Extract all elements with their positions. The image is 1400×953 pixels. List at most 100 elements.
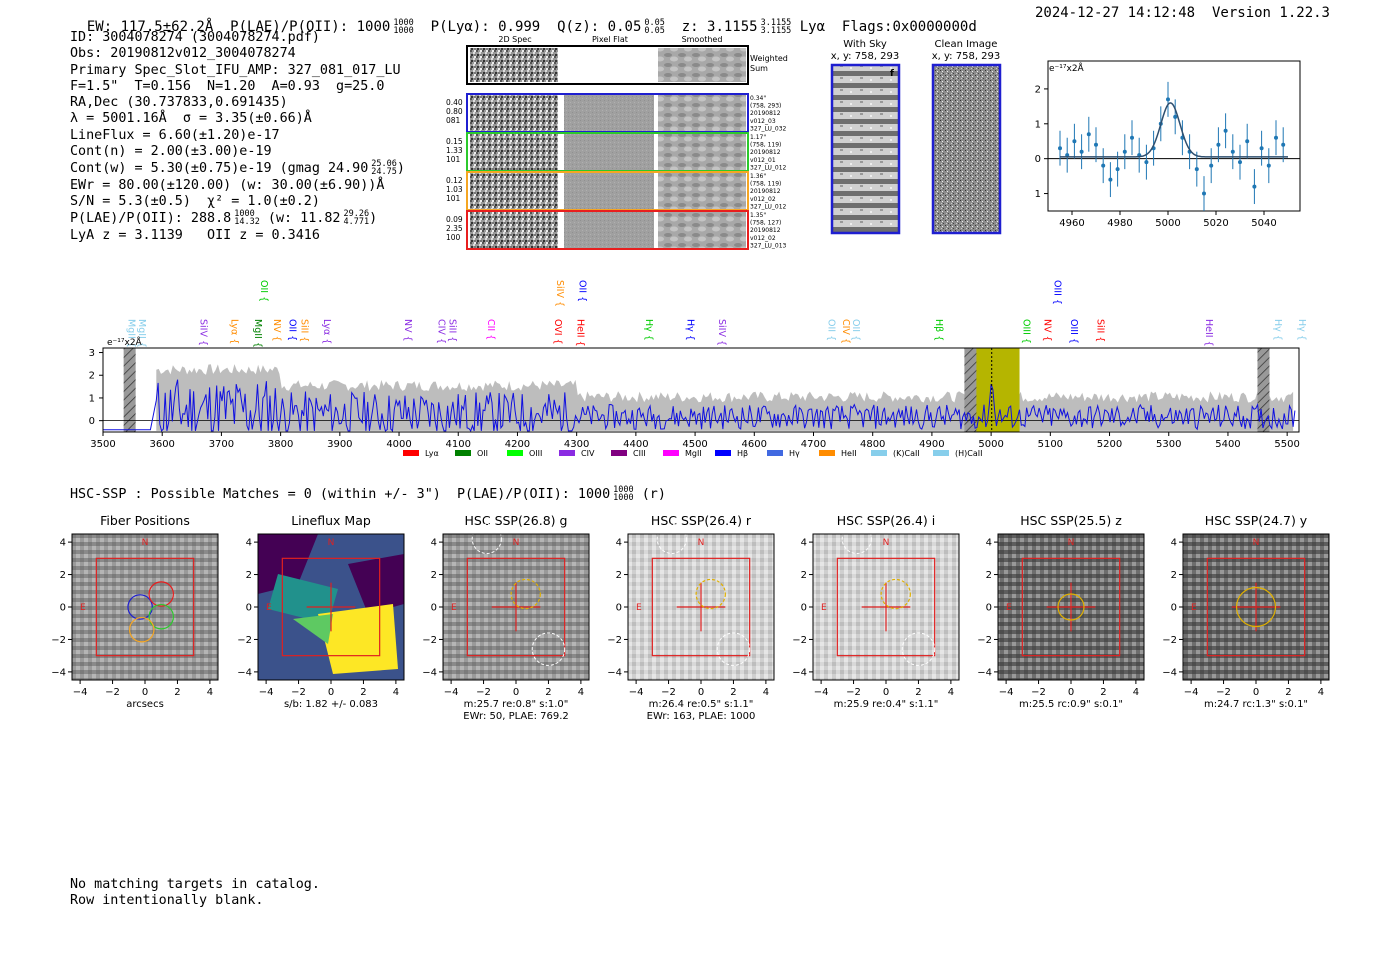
fit-point bbox=[1072, 139, 1077, 144]
legend-swatch bbox=[663, 450, 679, 456]
spec-hatch-bar bbox=[964, 348, 977, 432]
emission-line-label: OIII { bbox=[1021, 319, 1032, 344]
plya-value: P(Lyα): 0.999 bbox=[430, 19, 541, 35]
emission-line-label: MgII { bbox=[252, 319, 263, 348]
panel-ytick-label: 4 bbox=[246, 538, 252, 549]
north-label: N bbox=[328, 538, 335, 548]
fiber-info: 0.34" bbox=[750, 95, 766, 102]
fiber-info: 1.36" bbox=[750, 173, 766, 180]
legend-swatch bbox=[507, 450, 523, 456]
fiber-cutouts: 2D Spec Pixel Flat Smoothed Weighted Sum… bbox=[446, 35, 788, 250]
panel-caption: m:25.5 rc:0.9" s:0.1" bbox=[1019, 699, 1123, 710]
emission-line-label: NV { bbox=[271, 319, 282, 342]
panel-ytick-label: 2 bbox=[60, 570, 66, 581]
panel-xtick-label: 2 bbox=[360, 687, 366, 698]
imaging-panel: HSC SSP(26.4) r N E −4 −4 −2 −2 0 0 2 2 4 4 m:26.4 re… bbox=[607, 513, 775, 722]
fiber-2d bbox=[470, 134, 558, 170]
fiber-info: (758, 127) bbox=[750, 220, 781, 227]
fit-point bbox=[1245, 139, 1250, 144]
spectrum-legend: Lyα OII OIII CIV CIII MgII Hβ Hγ HeII (K)CaII (H)C… bbox=[403, 449, 982, 458]
north-label: N bbox=[883, 538, 890, 548]
panel-xtick-label: −2 bbox=[846, 687, 861, 698]
fiber-info: v012_02 bbox=[750, 235, 776, 242]
panel-xtick-label: 2 bbox=[1100, 687, 1106, 698]
legend-label: CIII bbox=[633, 449, 646, 458]
fit-point bbox=[1173, 114, 1178, 119]
fiber-weight-3: 081 bbox=[446, 116, 461, 125]
spec-xtick-label: 3700 bbox=[209, 439, 234, 450]
fit-point bbox=[1274, 135, 1278, 140]
fit-point bbox=[1166, 97, 1170, 102]
panel-xtick-label: 4 bbox=[948, 687, 954, 698]
lineflux-high bbox=[318, 604, 398, 674]
north-label: N bbox=[698, 538, 705, 548]
panel-xtick-label: −4 bbox=[444, 687, 459, 698]
panel-ytick-label: −4 bbox=[1162, 667, 1177, 678]
info-lyaz: LyA z = 3.1139 OII z = 0.3416 bbox=[70, 227, 320, 243]
lineflux-mid bbox=[268, 574, 338, 624]
spec-xtick-label: 5300 bbox=[1156, 439, 1181, 450]
spec-ytick-label: 2 bbox=[89, 371, 95, 382]
info-wave: λ = 5001.16Å σ = 3.35(±0.66)Å bbox=[70, 111, 312, 127]
panel-ytick-label: −4 bbox=[51, 667, 66, 678]
emission-line-label: OIII { bbox=[1052, 280, 1063, 305]
spec-xtick-label: 4800 bbox=[860, 439, 885, 450]
legend-label: (H)CaII bbox=[955, 449, 982, 458]
panel-xtick-label: −2 bbox=[1031, 687, 1046, 698]
panel-ytick-label: 4 bbox=[616, 538, 622, 549]
summary-header: EW: 117.5±62.2Å P(LAE)/P(OII): 1000 1000 1… bbox=[70, 3, 977, 36]
spec-xtick-label: 3600 bbox=[149, 439, 174, 450]
panel-caption: s/b: 1.82 +/- 0.083 bbox=[284, 699, 378, 710]
z-value: z: 3.1155 bbox=[681, 19, 758, 35]
legend-swatch bbox=[559, 450, 575, 456]
legend-label: CIV bbox=[581, 449, 595, 458]
panel-xtick-label: 0 bbox=[513, 687, 519, 698]
panel-ytick-label: −2 bbox=[51, 635, 66, 646]
fiber-flat bbox=[564, 173, 654, 209]
emission-line-label: SiII { bbox=[1095, 319, 1106, 342]
panel-ytick-label: 4 bbox=[1171, 538, 1177, 549]
spec-xtick-label: 5100 bbox=[1038, 439, 1063, 450]
panel-title: HSC SSP(26.4) r bbox=[651, 513, 752, 528]
fiber-info: 1.17" bbox=[750, 134, 766, 141]
fiber-2d bbox=[470, 95, 558, 131]
qz-value: Q(z): 0.05 bbox=[557, 19, 642, 35]
weighted-2d bbox=[470, 48, 558, 82]
with-sky-xy: x, y: 758, 293 bbox=[831, 51, 900, 62]
spec-ytick-label: 3 bbox=[89, 348, 95, 359]
emission-line-label: Hγ { bbox=[684, 319, 695, 341]
hsc-summary: HSC-SSP : Possible Matches = 0 (within +… bbox=[70, 485, 666, 503]
neighbor-ellipse bbox=[656, 523, 687, 554]
fiber-info: 20190812 bbox=[750, 110, 781, 117]
emission-line-label: NV { bbox=[1041, 319, 1052, 342]
panel-ytick-label: −2 bbox=[977, 635, 992, 646]
emission-line-label: OII { bbox=[287, 319, 298, 341]
info-contn: Cont(n) = 2.00(±3.00)e-19 bbox=[70, 144, 272, 160]
panel-xtick-label: 4 bbox=[1318, 687, 1324, 698]
fit-point bbox=[1115, 167, 1120, 172]
panel-ytick-label: 2 bbox=[431, 570, 437, 581]
emission-line-label: OII { bbox=[825, 319, 836, 341]
imaging-panel: HSC SSP(24.7) y N E −4 −4 −2 −2 0 0 2 2 4 4 m:24.7 rc… bbox=[1162, 513, 1330, 710]
panel-ytick-label: 2 bbox=[246, 570, 252, 581]
info-radec: RA,Dec (30.737833,0.691435) bbox=[70, 95, 288, 111]
fit-point bbox=[1230, 149, 1235, 154]
info-lineflux: LineFlux = 6.60(±1.20)e-17 bbox=[70, 127, 280, 143]
info-obs: Obs: 20190812v012_3004078274 bbox=[70, 46, 296, 62]
fiber-smoothed bbox=[658, 173, 746, 209]
legend-swatch bbox=[819, 450, 835, 456]
plae-fraction: 1000 1000 bbox=[393, 18, 414, 36]
info-ewr: EWr = 80.00(±120.00) (w: 30.00(±6.90))Å bbox=[70, 177, 385, 193]
panel-xtick-label: −4 bbox=[814, 687, 829, 698]
line-fit-chart: e⁻¹⁷x2Å 4960 4980 5000 5020 5040 -1 0 1 2 bbox=[1035, 60, 1301, 229]
panel-ytick-label: 0 bbox=[1171, 603, 1177, 614]
source-ellipse bbox=[880, 578, 911, 610]
fiber-info: 1.35" bbox=[750, 212, 766, 219]
footer-line-1: No matching targets in catalog. bbox=[70, 877, 320, 892]
spec-xtick-label: 4100 bbox=[446, 439, 471, 450]
spec-xtick-label: 4500 bbox=[682, 439, 707, 450]
fiber-info: v012_03 bbox=[750, 118, 776, 125]
fiber-info: 327_LU_013 bbox=[750, 242, 787, 249]
